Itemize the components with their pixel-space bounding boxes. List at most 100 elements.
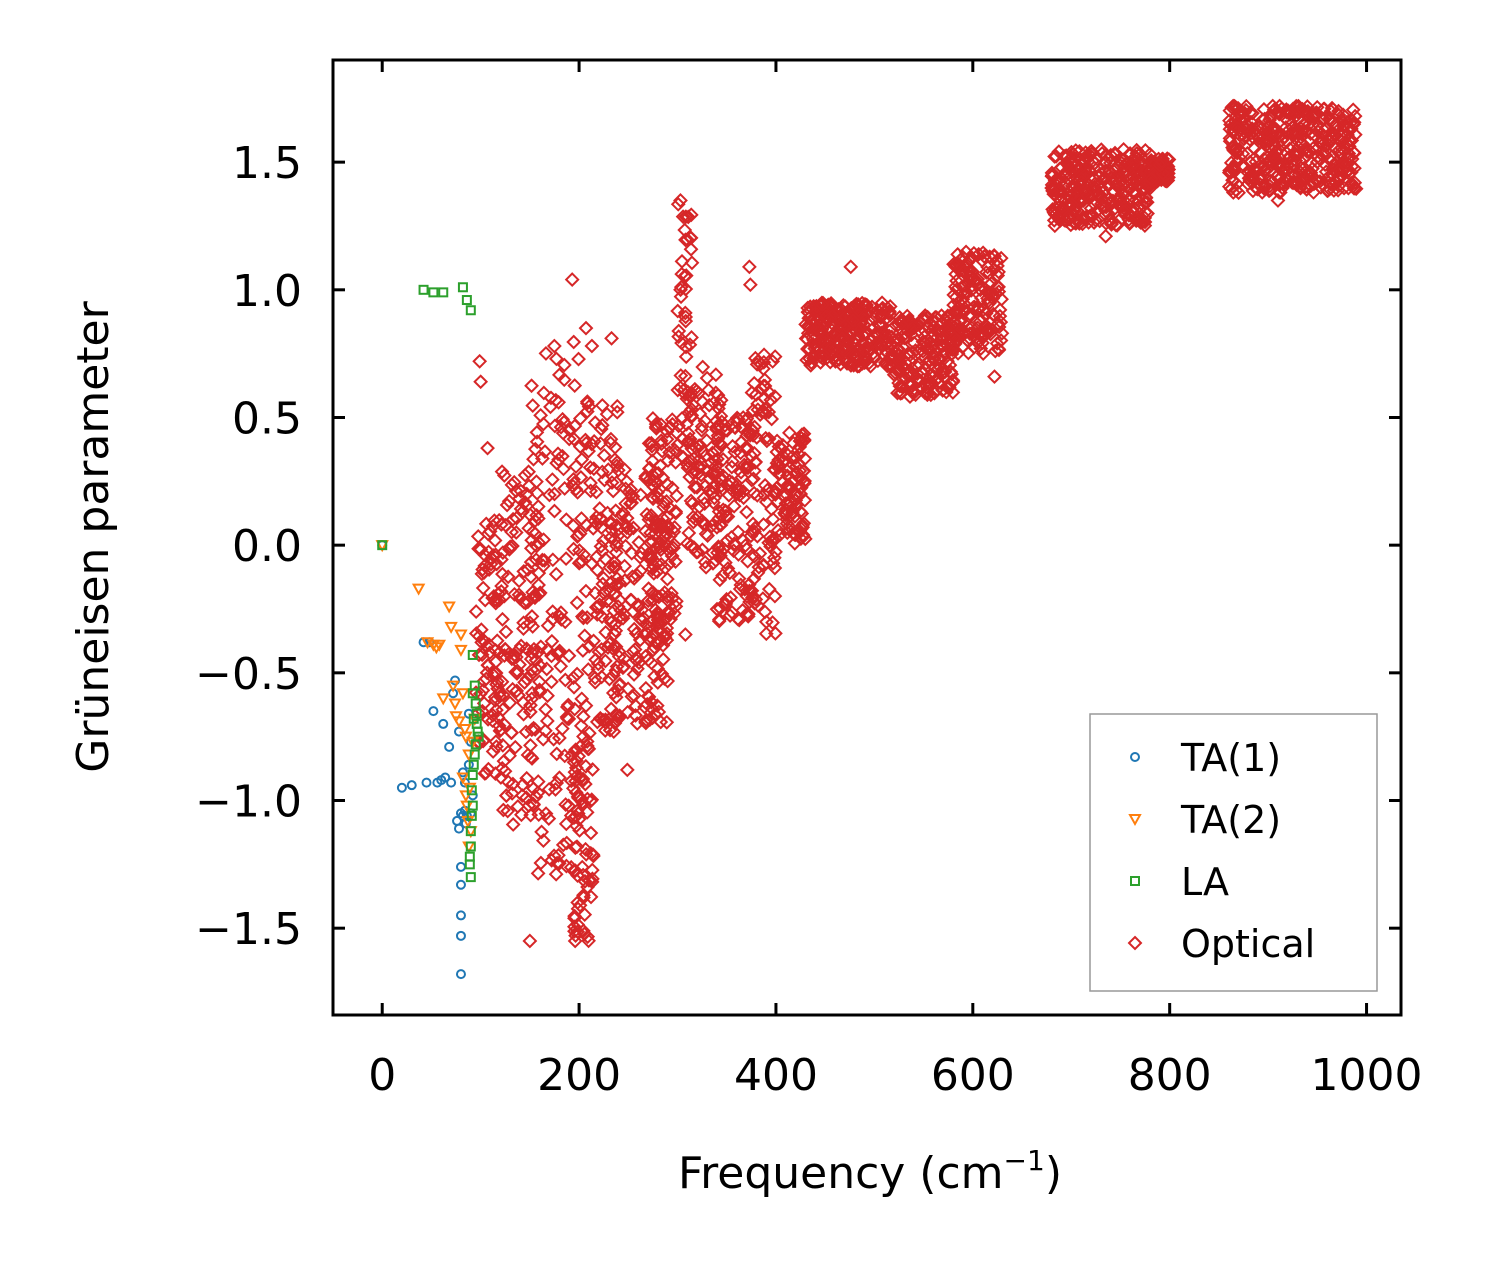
data-point (502, 695, 518, 711)
data-point (603, 516, 619, 532)
data-point (466, 810, 477, 821)
data-point (617, 572, 633, 588)
data-point (633, 545, 649, 561)
data-point (1058, 213, 1074, 229)
data-point (657, 585, 673, 601)
data-point (493, 770, 509, 785)
data-point (602, 671, 617, 687)
data-point (585, 762, 600, 777)
data-point (708, 413, 724, 429)
data-point (648, 513, 663, 529)
data-point (589, 549, 604, 565)
data-point (565, 518, 581, 534)
data-point (583, 825, 599, 841)
data-point (890, 385, 905, 401)
data-point (574, 511, 589, 526)
data-point (724, 416, 740, 432)
data-point (642, 535, 658, 550)
data-point (589, 509, 604, 525)
data-point (693, 467, 709, 483)
data-point (946, 297, 962, 313)
data-point (517, 467, 533, 483)
data-point (893, 321, 909, 337)
data-point (1107, 145, 1123, 161)
data-point (736, 490, 752, 506)
y-tick-label: −1.5 (195, 904, 302, 955)
data-point (1097, 155, 1113, 171)
data-point (453, 823, 464, 834)
data-point (506, 474, 522, 490)
data-point (580, 929, 596, 945)
x-tick-label: 1000 (1311, 1050, 1423, 1101)
data-point (595, 576, 611, 592)
data-point (574, 791, 590, 807)
data-point (1245, 183, 1261, 199)
data-point (1112, 191, 1128, 207)
data-point (864, 299, 880, 315)
data-point (488, 547, 504, 563)
data-point (740, 605, 756, 621)
data-point (548, 566, 564, 582)
data-point (475, 580, 491, 596)
data-point (1117, 162, 1133, 178)
data-point (673, 289, 689, 305)
data-point (646, 591, 661, 607)
data-point (578, 432, 593, 448)
data-point (1269, 143, 1285, 159)
data-point (718, 503, 733, 519)
data-point (620, 524, 635, 540)
data-point (1331, 103, 1346, 119)
data-point (746, 589, 761, 604)
data-point (609, 398, 625, 414)
data-point (905, 345, 921, 360)
data-point (511, 573, 527, 589)
data-point (1254, 127, 1269, 142)
data-point (588, 484, 604, 500)
data-point (534, 552, 550, 568)
data-point (692, 499, 707, 515)
data-point (1257, 124, 1273, 139)
data-point (448, 698, 462, 711)
data-point (469, 749, 480, 760)
data-point (505, 817, 521, 832)
data-point (677, 627, 693, 642)
data-point (411, 583, 426, 596)
data-point (768, 544, 783, 560)
data-point (1252, 168, 1268, 184)
data-point (639, 507, 655, 522)
data-point (708, 367, 724, 383)
data-point (477, 592, 493, 608)
data-point (645, 453, 660, 469)
data-point (705, 495, 721, 510)
data-point (845, 312, 861, 328)
data-point (1256, 181, 1272, 196)
data-point (1098, 199, 1114, 215)
data-point (1087, 176, 1103, 192)
data-point (1254, 120, 1270, 136)
data-point (670, 196, 686, 212)
data-point (938, 384, 954, 400)
data-point (468, 759, 479, 770)
data-point (570, 917, 586, 933)
data-point (684, 255, 700, 271)
data-point (522, 615, 538, 631)
data-point (1231, 141, 1247, 157)
data-point (619, 762, 635, 778)
data-point (619, 510, 635, 526)
data-point (813, 348, 829, 364)
data-point (561, 711, 577, 727)
data-point (796, 433, 812, 449)
data-point (843, 259, 859, 275)
data-point (927, 359, 942, 375)
data-point (994, 291, 1009, 307)
data-point (1265, 156, 1281, 172)
y-tick-label: 1.5 (232, 138, 302, 189)
data-point (716, 423, 732, 439)
data-point (675, 450, 691, 466)
data-point (705, 545, 721, 561)
data-point (1052, 213, 1068, 229)
data-point (541, 781, 557, 797)
data-point (584, 792, 600, 808)
data-point (536, 532, 552, 548)
